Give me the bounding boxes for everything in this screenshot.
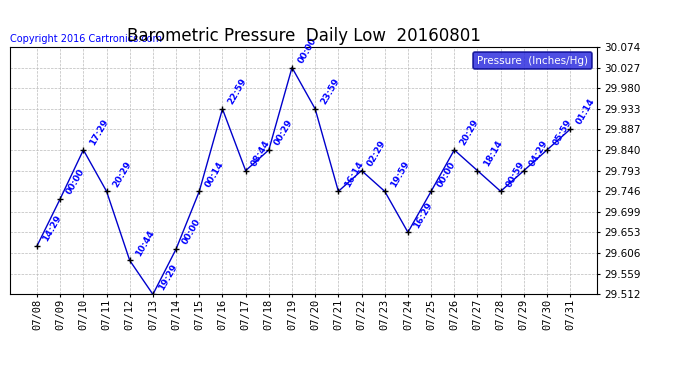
Text: 23:59: 23:59 bbox=[319, 77, 342, 106]
Text: 02:29: 02:29 bbox=[366, 138, 388, 168]
Text: 20:29: 20:29 bbox=[110, 159, 133, 189]
Text: 19:29: 19:29 bbox=[157, 262, 179, 292]
Text: 00:59: 00:59 bbox=[505, 159, 527, 189]
Text: 00:00: 00:00 bbox=[64, 167, 86, 196]
Text: 05:59: 05:59 bbox=[551, 118, 573, 147]
Text: 00:14: 00:14 bbox=[204, 159, 226, 189]
Text: 19:59: 19:59 bbox=[389, 159, 411, 189]
Title: Barometric Pressure  Daily Low  20160801: Barometric Pressure Daily Low 20160801 bbox=[127, 27, 480, 45]
Text: 08:44: 08:44 bbox=[250, 138, 272, 168]
Text: 00:00: 00:00 bbox=[296, 36, 318, 65]
Text: 04:29: 04:29 bbox=[528, 138, 550, 168]
Text: 01:14: 01:14 bbox=[574, 97, 596, 126]
Text: 22:59: 22:59 bbox=[226, 77, 249, 106]
Text: 00:00: 00:00 bbox=[180, 217, 202, 246]
Text: 14:29: 14:29 bbox=[41, 214, 63, 243]
Text: 00:00: 00:00 bbox=[435, 160, 457, 189]
Text: 16:29: 16:29 bbox=[412, 200, 434, 230]
Text: 17:29: 17:29 bbox=[88, 118, 110, 147]
Text: 18:14: 18:14 bbox=[482, 138, 504, 168]
Text: 10:44: 10:44 bbox=[134, 228, 156, 258]
Legend: Pressure  (Inches/Hg): Pressure (Inches/Hg) bbox=[473, 52, 591, 69]
Text: 16:14: 16:14 bbox=[342, 159, 365, 189]
Text: Copyright 2016 Cartronics.com: Copyright 2016 Cartronics.com bbox=[10, 34, 162, 44]
Text: 20:29: 20:29 bbox=[458, 118, 480, 147]
Text: 00:29: 00:29 bbox=[273, 118, 295, 147]
